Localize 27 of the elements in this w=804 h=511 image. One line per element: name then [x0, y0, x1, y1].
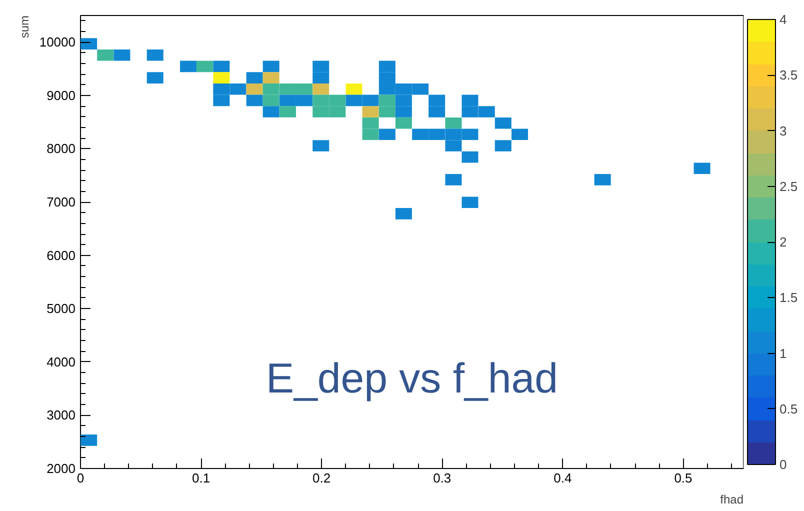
y-tick-label: 5000	[46, 301, 76, 316]
y-tick-label: 3000	[46, 408, 76, 423]
color-bar-label: 2.5	[780, 178, 798, 194]
y-tick-label: 9000	[46, 88, 76, 103]
y-tick-label: 2000	[46, 461, 76, 476]
x-tick-label: 0.4	[554, 470, 572, 486]
color-bar-label: 4	[780, 12, 787, 27]
color-bar-label: 3.5	[780, 68, 798, 83]
y-tick-label: 7000	[46, 194, 76, 210]
color-bar-label: 0	[780, 457, 787, 472]
y-tick-label: 6000	[46, 248, 76, 263]
x-tick-label: 0	[76, 470, 84, 486]
color-bar-label: 2	[780, 234, 787, 250]
color-bar-label: 1.5	[780, 290, 798, 306]
x-tick-label: 0.3	[433, 470, 452, 486]
annotation: E_dep vs f_had	[266, 354, 558, 402]
y-tick-label: 4000	[46, 354, 76, 370]
y-axis-title: sum	[18, 15, 32, 38]
color-bar-label: 0.5	[780, 401, 798, 416]
x-tick-label: 0.1	[192, 470, 210, 486]
x-tick-label: 0.5	[674, 470, 692, 486]
color-bar-label: 1	[780, 346, 787, 361]
color-bar-label: 3	[780, 123, 787, 138]
x-axis-title: fhad	[720, 492, 744, 506]
x-tick-label: 0.2	[312, 470, 331, 486]
y-tick-label: 10000	[39, 34, 76, 50]
y-tick-label: 8000	[46, 141, 76, 156]
